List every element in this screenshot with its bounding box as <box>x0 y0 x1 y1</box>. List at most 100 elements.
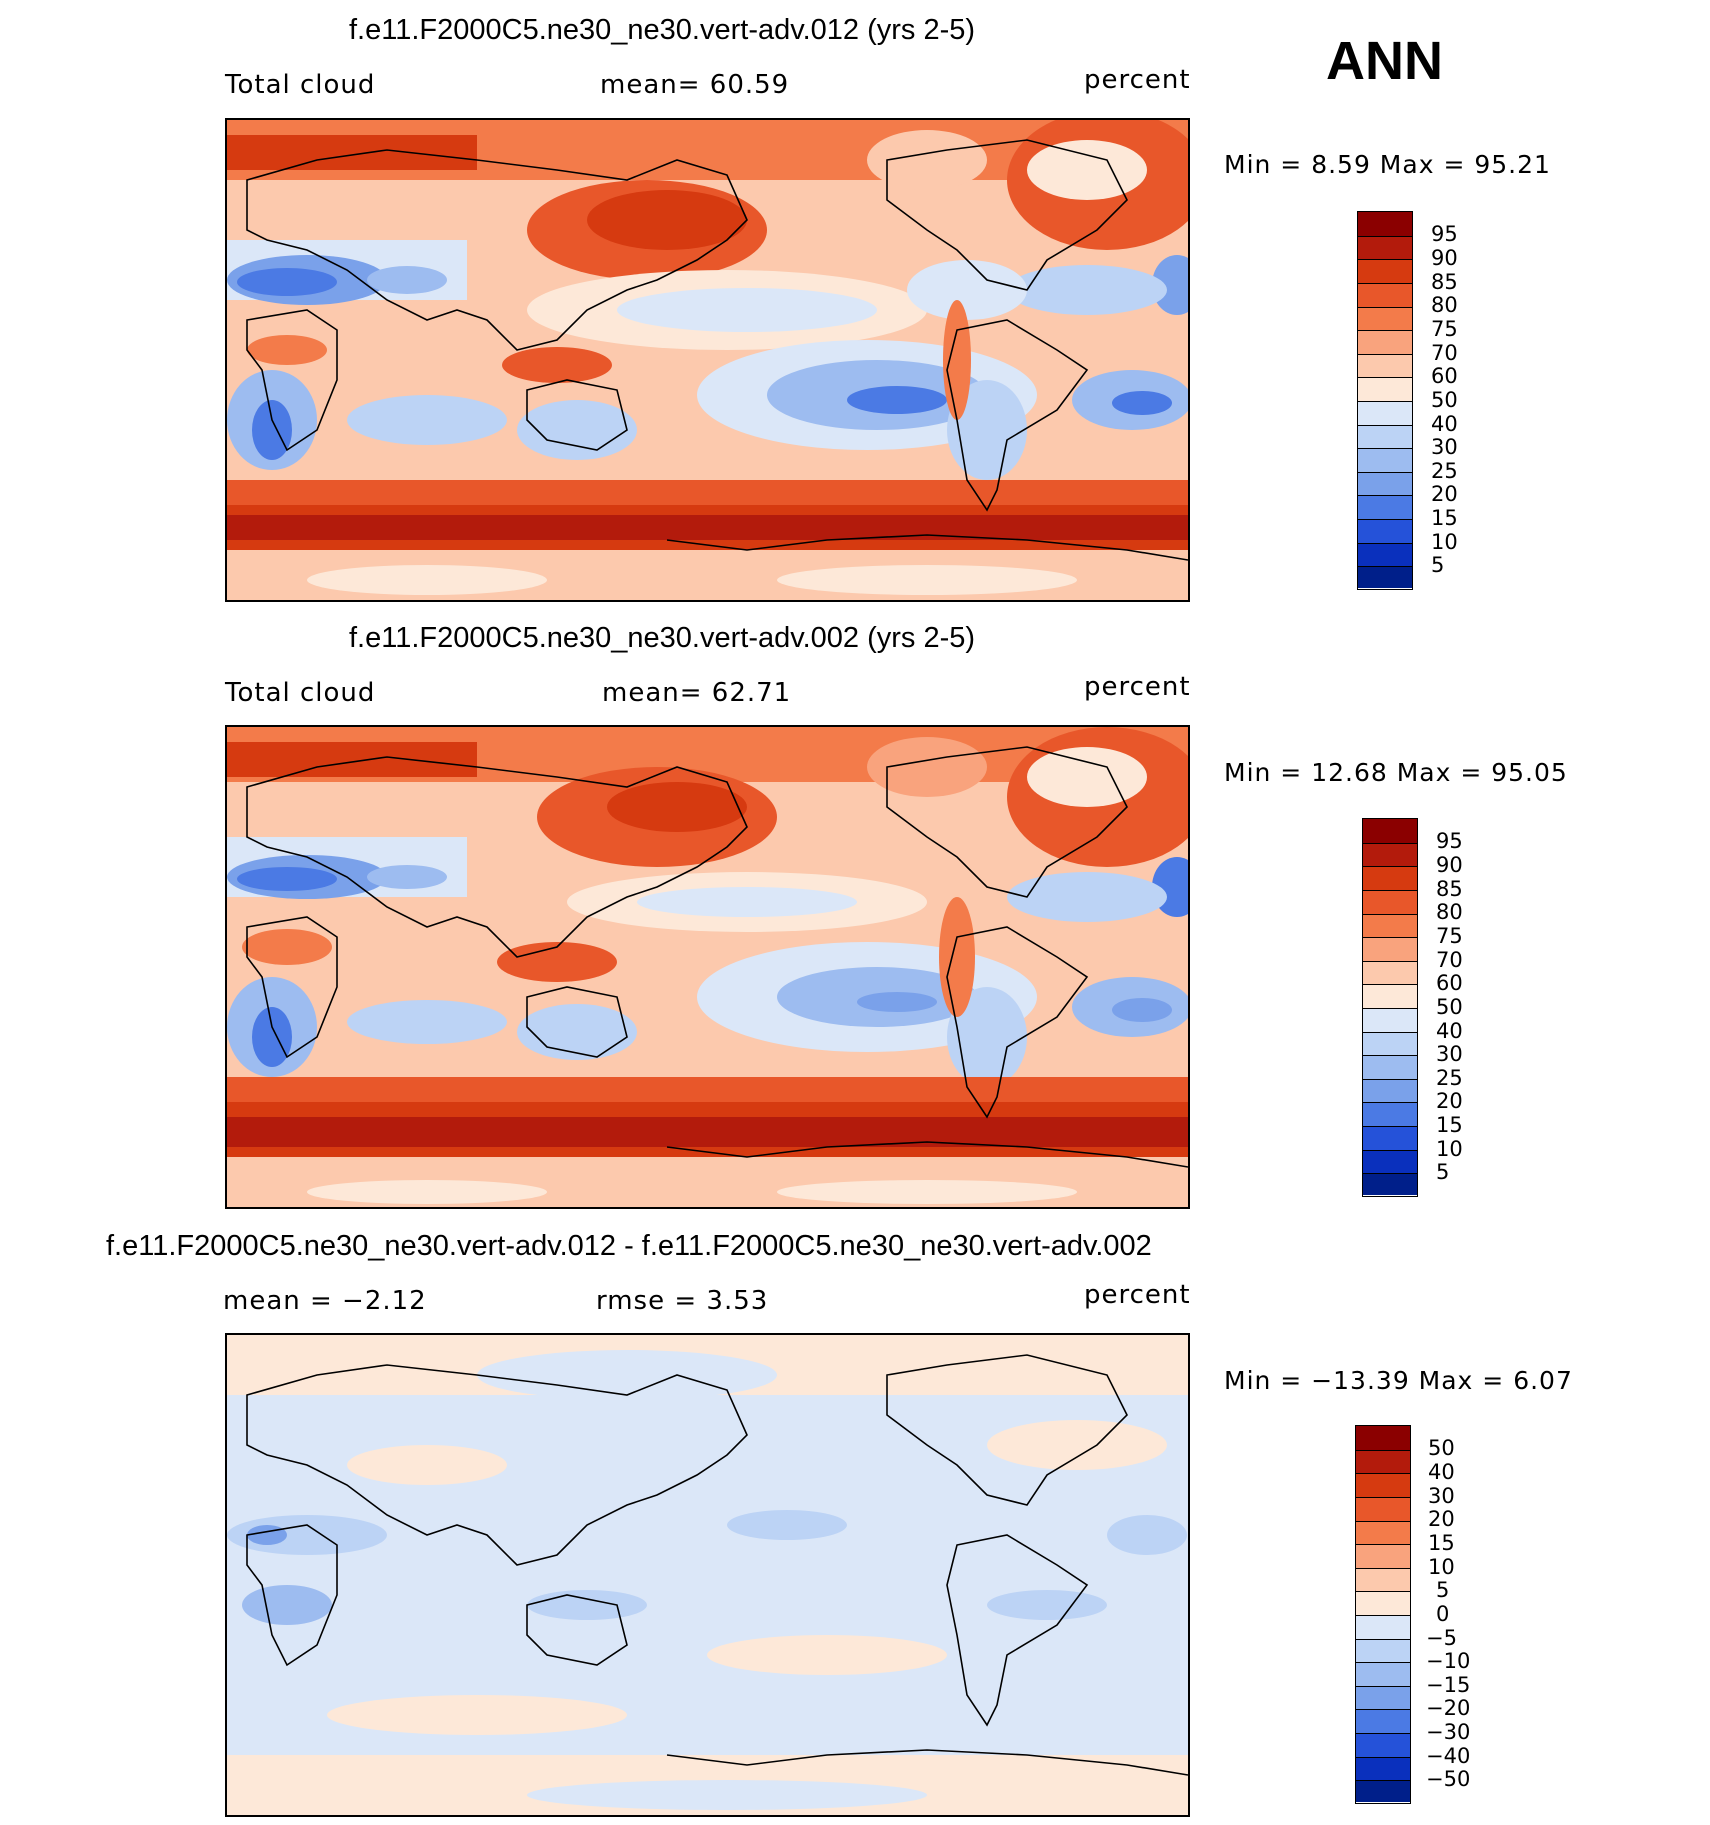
colorbar-swatch <box>1358 330 1412 354</box>
colorbar-tick-label: 30 <box>1431 435 1458 459</box>
colorbar-tick-label: 15 <box>1428 1531 1455 1555</box>
colorbar-tick-label: 50 <box>1431 388 1458 412</box>
colorbar-swatch <box>1356 1780 1410 1802</box>
colorbar-swatch <box>1358 377 1412 401</box>
colorbar-swatch <box>1363 866 1417 890</box>
colorbar-swatch <box>1358 401 1412 425</box>
colorbar-swatch <box>1356 1473 1410 1497</box>
panel-2-map-field <box>227 727 1188 1207</box>
colorbar-tick-label: 85 <box>1436 877 1463 901</box>
colorbar-tick-label: 75 <box>1431 317 1458 341</box>
colorbar-tick-label: 85 <box>1431 270 1458 294</box>
colorbar-tick-label: 70 <box>1431 341 1458 365</box>
panel-3-title: f.e11.F2000C5.ne30_ne30.vert-adv.012 - f… <box>106 1230 1152 1262</box>
colorbar-tick-label: 20 <box>1428 1507 1455 1531</box>
colorbar-swatch <box>1363 937 1417 961</box>
colorbar-tick-label: 5 <box>1436 1578 1450 1602</box>
colorbar-tick-label: 0 <box>1436 1602 1450 1626</box>
colorbar-tick-label: 50 <box>1428 1436 1455 1460</box>
colorbar-swatch <box>1356 1521 1410 1544</box>
colorbar-tick-label: −30 <box>1426 1720 1471 1744</box>
colorbar-swatch <box>1356 1615 1410 1639</box>
panel-2-mean-label: mean= 62.71 <box>602 678 792 708</box>
colorbar-swatch <box>1358 425 1412 448</box>
colorbar-swatch <box>1358 495 1412 519</box>
colorbar-tick-label: 95 <box>1436 829 1463 853</box>
colorbar-tick-label: 15 <box>1431 506 1458 530</box>
colorbar-tick-label: 30 <box>1436 1042 1463 1066</box>
colorbar-swatch <box>1356 1709 1410 1733</box>
colorbar-swatch <box>1358 259 1412 283</box>
panel-3-minmax: Min = −13.39 Max = 6.07 <box>1224 1366 1573 1395</box>
colorbar-tick-label: 75 <box>1436 924 1463 948</box>
season-label: ANN <box>1326 31 1443 91</box>
panel-2-cloud-map <box>225 725 1190 1209</box>
colorbar-swatch <box>1358 472 1412 495</box>
colorbar-tick-label: −40 <box>1426 1744 1471 1768</box>
panel-3-rmse-label: rmse = 3.53 <box>596 1286 769 1316</box>
panel-2-minmax: Min = 12.68 Max = 95.05 <box>1224 758 1568 787</box>
colorbar-swatch <box>1356 1639 1410 1662</box>
colorbar-swatch <box>1356 1591 1410 1615</box>
colorbar-tick-label: −20 <box>1426 1696 1471 1720</box>
colorbar-tick-label: 15 <box>1436 1113 1463 1137</box>
colorbar-swatch <box>1356 1450 1410 1473</box>
colorbar-swatch <box>1356 1733 1410 1757</box>
panel-1-cloud-map <box>225 118 1190 602</box>
panel-2-title: f.e11.F2000C5.ne30_ne30.vert-adv.002 (yr… <box>349 622 976 654</box>
colorbar-swatch <box>1363 1173 1417 1195</box>
colorbar-tick-label: 25 <box>1431 459 1458 483</box>
colorbar-tick-label: 25 <box>1436 1066 1463 1090</box>
panel-1-title: f.e11.F2000C5.ne30_ne30.vert-adv.012 (yr… <box>349 14 976 46</box>
colorbar-tick-label: 90 <box>1431 246 1458 270</box>
colorbar-tick-label: −10 <box>1426 1649 1471 1673</box>
colorbar-swatch <box>1356 1757 1410 1780</box>
colorbar-swatch <box>1358 448 1412 472</box>
colorbar-swatch <box>1358 212 1412 236</box>
colorbar-swatch <box>1356 1544 1410 1568</box>
colorbar-swatch <box>1363 1102 1417 1126</box>
colorbar-swatch <box>1356 1568 1410 1591</box>
colorbar-tick-label: 10 <box>1436 1137 1463 1161</box>
panel-1-minmax: Min = 8.59 Max = 95.21 <box>1224 150 1551 179</box>
colorbar-tick-label: 80 <box>1436 900 1463 924</box>
panel-1-map-field <box>227 120 1188 600</box>
colorbar-tick-label: 40 <box>1436 1019 1463 1043</box>
colorbar-swatch <box>1358 519 1412 543</box>
colorbar-tick-label: 10 <box>1431 530 1458 554</box>
colorbar-swatch <box>1358 283 1412 307</box>
colorbar-swatch <box>1358 354 1412 377</box>
colorbar-tick-label: 95 <box>1431 222 1458 246</box>
colorbar-swatch <box>1363 1079 1417 1102</box>
colorbar-tick-label: 10 <box>1428 1555 1455 1579</box>
panel-3-map-field <box>227 1335 1188 1815</box>
panel-3-units-label: percent <box>1084 1280 1191 1310</box>
colorbar-swatch <box>1358 236 1412 259</box>
colorbar-tick-label: 40 <box>1428 1460 1455 1484</box>
colorbar-tick-label: 50 <box>1436 995 1463 1019</box>
colorbar-swatch <box>1363 961 1417 984</box>
colorbar-tick-label: 30 <box>1428 1484 1455 1508</box>
colorbar-swatch <box>1363 1055 1417 1079</box>
panel-3-colorbar <box>1355 1425 1411 1804</box>
colorbar-swatch <box>1363 1126 1417 1150</box>
colorbar-swatch <box>1363 843 1417 866</box>
panel-1-colorbar <box>1357 211 1413 590</box>
colorbar-swatch <box>1356 1686 1410 1709</box>
colorbar-tick-label: 20 <box>1431 482 1458 506</box>
panel-3-difference-map <box>225 1333 1190 1817</box>
colorbar-swatch <box>1363 984 1417 1008</box>
colorbar-tick-label: −50 <box>1426 1767 1471 1791</box>
colorbar-swatch <box>1358 566 1412 588</box>
panel-2-variable-label: Total cloud <box>225 678 376 708</box>
colorbar-tick-label: 90 <box>1436 853 1463 877</box>
panel-1-variable-label: Total cloud <box>225 70 376 100</box>
colorbar-swatch <box>1356 1497 1410 1521</box>
colorbar-tick-label: 60 <box>1436 971 1463 995</box>
colorbar-swatch <box>1358 307 1412 330</box>
colorbar-tick-label: −15 <box>1426 1673 1471 1697</box>
panel-2-colorbar <box>1362 818 1418 1197</box>
panel-2-units-label: percent <box>1084 672 1191 702</box>
colorbar-tick-label: 70 <box>1436 948 1463 972</box>
panel-1-units-label: percent <box>1084 65 1191 95</box>
